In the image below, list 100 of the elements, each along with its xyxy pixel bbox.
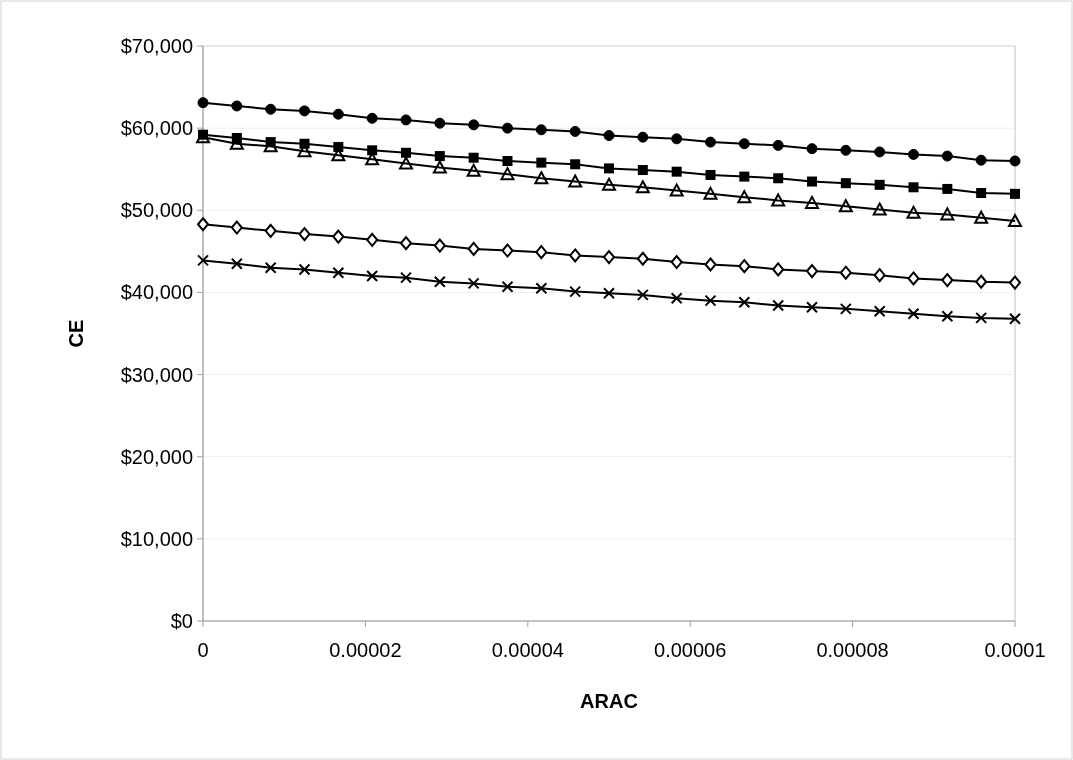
point [737, 190, 752, 204]
point [874, 146, 886, 158]
point [738, 296, 751, 309]
point [771, 193, 786, 207]
point [467, 241, 480, 256]
point [570, 159, 581, 170]
point [265, 103, 277, 115]
point [433, 275, 446, 288]
point [467, 277, 480, 290]
point [569, 285, 582, 298]
point [805, 195, 819, 209]
point [704, 257, 717, 272]
point [974, 210, 989, 224]
point [367, 145, 378, 156]
y-tick-label: $10,000 [120, 527, 193, 550]
point [298, 263, 311, 276]
point [704, 294, 717, 307]
point [434, 151, 445, 162]
point [636, 251, 649, 266]
point [400, 114, 412, 126]
point [772, 262, 785, 277]
point [840, 178, 851, 189]
point [738, 138, 750, 150]
y-tick-label: $60,000 [120, 117, 193, 140]
point [772, 139, 784, 151]
point [399, 156, 413, 170]
point [535, 245, 548, 260]
x-tick-label: 0.00008 [816, 639, 889, 661]
point [1010, 188, 1020, 199]
point [908, 148, 919, 160]
point [502, 122, 513, 134]
point [400, 236, 412, 251]
point [975, 274, 988, 289]
point [806, 143, 818, 155]
x-tick-label: 0 [197, 639, 209, 661]
point [671, 133, 683, 145]
point [907, 271, 920, 286]
point [635, 180, 650, 194]
point [636, 288, 649, 301]
point [1008, 213, 1022, 227]
point [197, 217, 209, 232]
point [568, 174, 583, 188]
y-tick-label: $0 [170, 610, 193, 632]
point [872, 202, 887, 216]
point [400, 271, 412, 284]
point [432, 160, 447, 174]
x-tick-label: 0.00004 [491, 639, 564, 661]
point [906, 205, 921, 219]
point [873, 268, 886, 283]
point [366, 112, 378, 124]
point [703, 186, 718, 200]
point [366, 270, 379, 282]
x-axis-title: ARAC [580, 690, 638, 712]
point [264, 261, 277, 274]
x-tick-label: 0.00006 [654, 639, 727, 661]
point [941, 273, 954, 288]
point [975, 311, 988, 324]
point [975, 154, 987, 166]
point [401, 147, 411, 158]
y-tick-label: $50,000 [120, 199, 193, 222]
point [468, 119, 480, 131]
point [603, 250, 615, 265]
point [1009, 155, 1021, 167]
point [231, 100, 243, 112]
point [536, 157, 547, 168]
point [739, 171, 750, 182]
point [839, 302, 852, 315]
point [197, 97, 209, 109]
point [603, 287, 615, 300]
point [230, 257, 243, 270]
point [468, 152, 479, 163]
point [299, 105, 310, 117]
point [332, 229, 345, 244]
point [434, 117, 446, 129]
point [501, 243, 514, 258]
point [332, 266, 345, 279]
point [907, 307, 920, 320]
point [502, 156, 513, 166]
point [908, 182, 919, 193]
point [501, 280, 514, 293]
point [1009, 275, 1021, 290]
point [264, 223, 277, 238]
y-tick-label: $40,000 [120, 281, 193, 304]
y-tick-label: $20,000 [120, 445, 193, 468]
point [196, 130, 210, 144]
point [535, 282, 548, 295]
point [569, 248, 582, 263]
point [637, 165, 648, 176]
point [873, 305, 886, 318]
point [671, 166, 682, 177]
point [602, 177, 616, 191]
point [197, 254, 209, 267]
point [976, 188, 987, 199]
point [705, 136, 716, 148]
point [366, 232, 379, 247]
point [332, 108, 344, 120]
point [534, 171, 549, 185]
point [500, 167, 515, 181]
point [807, 176, 817, 187]
point [1009, 312, 1021, 325]
